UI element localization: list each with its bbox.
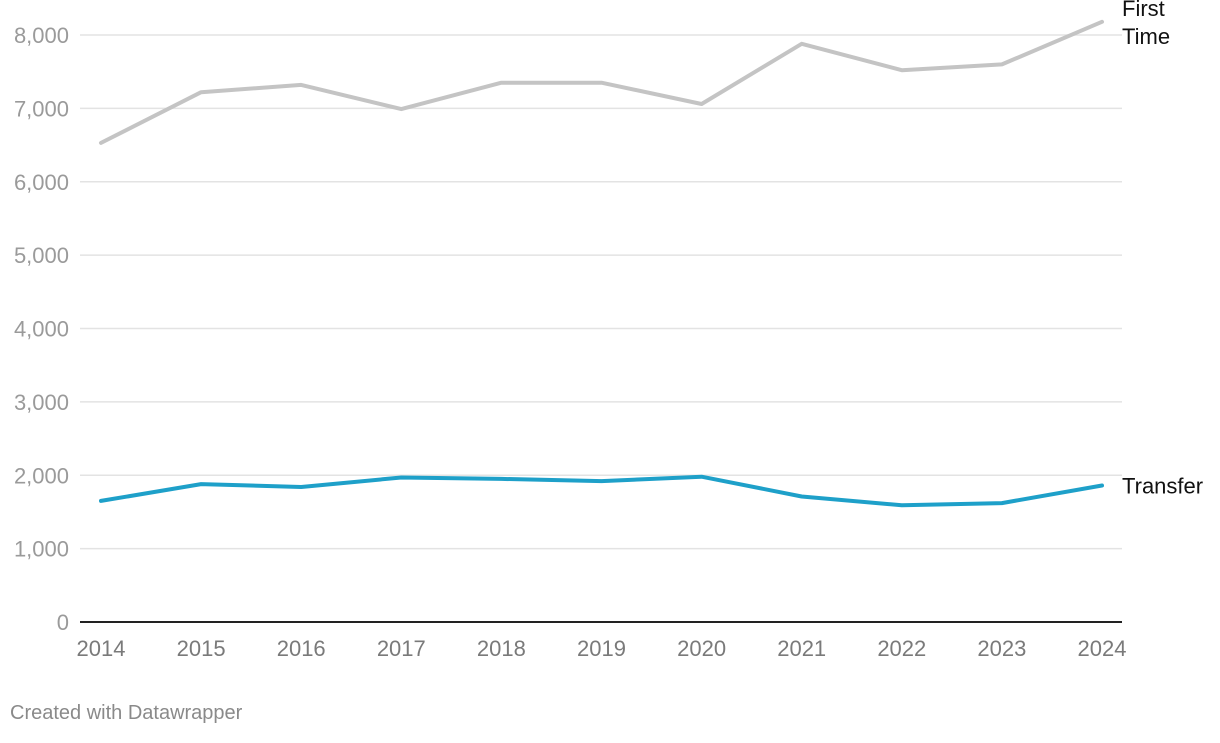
x-tick-label: 2017	[377, 636, 426, 661]
series-line-transfer	[99, 474, 1104, 508]
y-tick-label: 6,000	[14, 170, 69, 195]
series-label-transfer: Transfer	[1122, 474, 1203, 499]
series-labels: First Time Transfer	[1122, 0, 1203, 499]
y-tick-label: 0	[57, 610, 69, 635]
series-line-first-time	[99, 19, 1104, 145]
y-axis: 0 1,000 2,000 3,000 4,000 5,000 6,000 7,000 8,00…	[14, 23, 69, 635]
x-tick-label: 2016	[277, 636, 326, 661]
x-tick-label: 2021	[777, 636, 826, 661]
x-tick-label: 2014	[77, 636, 126, 661]
x-tick-label: 2024	[1078, 636, 1127, 661]
x-tick-label: 2019	[577, 636, 626, 661]
series-lines	[99, 19, 1104, 508]
x-axis: 2014 2015 2016 2017 2018 2019 2020 2021 2022 2023…	[77, 621, 1127, 661]
x-tick-label: 2018	[477, 636, 526, 661]
gridlines	[80, 34, 1122, 550]
y-tick-label: 4,000	[14, 317, 69, 342]
x-tick-label: 2020	[677, 636, 726, 661]
series-label-first-time: First Time	[1122, 0, 1170, 49]
y-tick-label: 7,000	[14, 96, 69, 121]
y-tick-label: 5,000	[14, 243, 69, 268]
y-tick-label: 2,000	[14, 463, 69, 488]
y-tick-label: 8,000	[14, 23, 69, 48]
x-tick-label: 2022	[877, 636, 926, 661]
y-tick-label: 3,000	[14, 390, 69, 415]
x-tick-label: 2023	[977, 636, 1026, 661]
x-tick-label: 2015	[177, 636, 226, 661]
credit-text: Created with Datawrapper	[10, 702, 243, 724]
y-tick-label: 1,000	[14, 537, 69, 562]
